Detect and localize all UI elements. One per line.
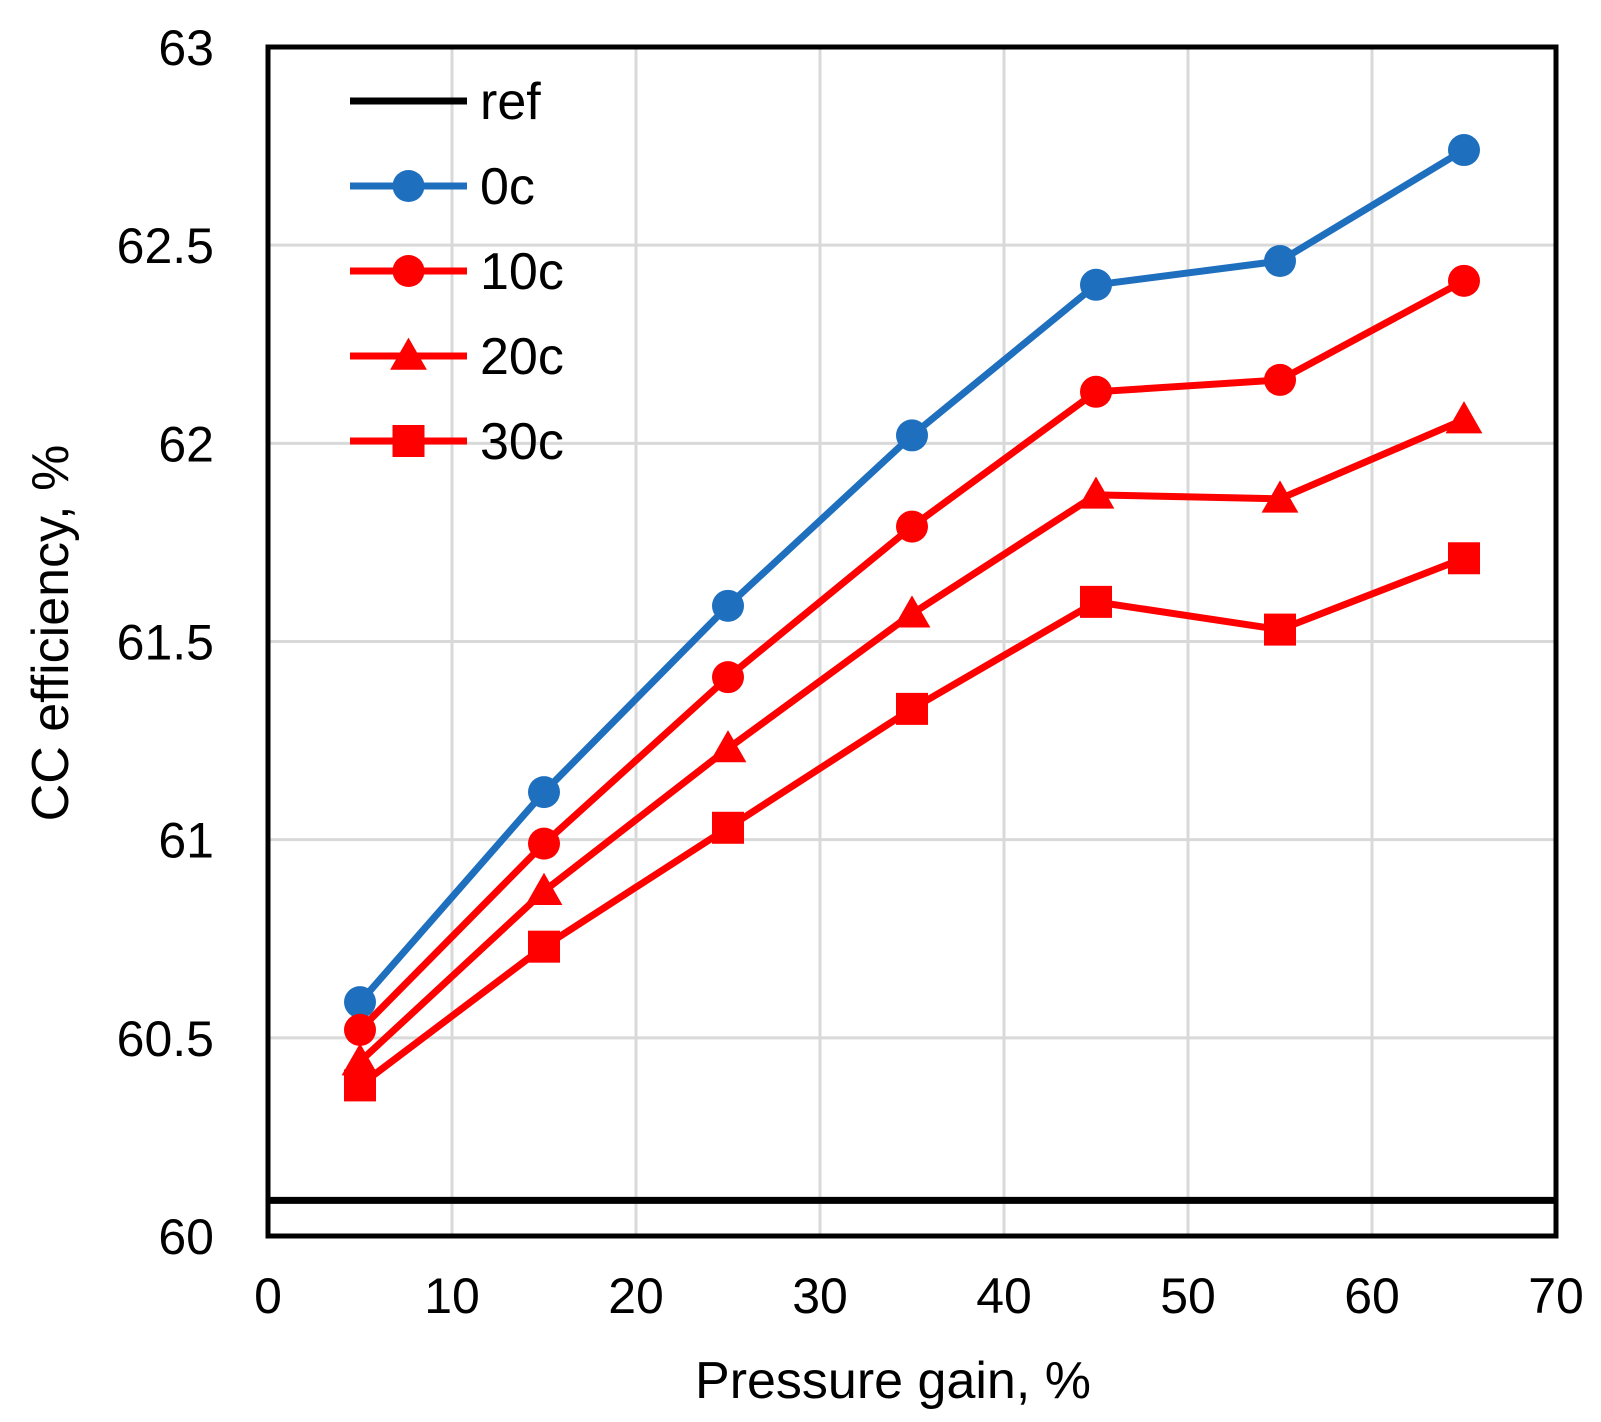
legend-marker-20c [390,337,427,370]
x-tick-label: 60 [1344,1268,1400,1324]
series-layer [341,134,1483,1102]
y-tick-label: 62 [158,416,214,472]
x-tick-label: 40 [976,1268,1032,1324]
data-point-20c [709,730,747,763]
data-point-30c [1264,613,1296,646]
x-tick-label: 50 [1160,1268,1216,1324]
plot-frame [265,44,1559,1239]
data-point-0c [1264,245,1296,278]
legend-marker-10c [392,255,425,287]
plot-border [265,44,1559,1239]
legend-label-20c: 20c [480,328,564,386]
data-point-0c [896,419,928,452]
x-tick-label: 0 [254,1268,282,1324]
data-point-30c [1080,585,1112,618]
x-axis-title: Pressure gain, % [695,1352,1091,1410]
data-point-30c [1448,542,1480,575]
y-tick-label: 61.5 [117,615,214,671]
x-tick-label: 20 [608,1268,664,1324]
data-point-0c [712,589,744,622]
y-tick-label: 62.5 [117,218,214,274]
data-point-10c [528,827,560,860]
data-point-10c [712,661,744,694]
data-point-10c [344,1013,376,1046]
data-point-10c [896,510,928,543]
y-tick-label: 61 [158,813,214,869]
y-axis-title: CC efficiency, % [22,445,80,822]
x-tick-label: 30 [792,1268,848,1324]
legend-label-10c: 10c [480,243,564,301]
tick-labels: 0 10 20 30 40 50 60 70 60 60.5 61 61.5 62 62.5 63 [117,20,1584,1324]
legend-marker-0c [392,170,425,202]
data-point-30c [896,692,928,725]
legend-label-30c: 30c [480,413,564,471]
data-point-0c [1080,268,1112,301]
legend-label-0c: 0c [480,158,535,216]
legend-marker-30c [392,425,425,457]
x-tick-label: 10 [424,1268,480,1324]
data-point-10c [1264,363,1296,396]
legend-label-ref: ref [480,73,541,131]
data-point-30c [344,1069,376,1102]
data-point-10c [1080,375,1112,408]
y-tick-label: 63 [158,20,214,76]
data-point-20c [1261,480,1299,513]
data-point-10c [1448,264,1480,297]
data-point-20c [525,872,563,905]
data-point-20c [341,1043,379,1076]
data-point-30c [712,811,744,844]
y-tick-label: 60 [158,1209,214,1265]
data-point-20c [1077,476,1115,509]
y-tick-label: 60.5 [117,1011,214,1067]
x-tick-label: 70 [1528,1268,1584,1324]
data-point-0c [344,986,376,1019]
legend: ref 0c 10c 20c 30c [350,73,564,471]
data-point-0c [528,776,560,809]
data-point-20c [1445,401,1483,434]
data-point-20c [893,595,931,628]
data-point-30c [528,930,560,963]
data-point-0c [1448,134,1480,167]
